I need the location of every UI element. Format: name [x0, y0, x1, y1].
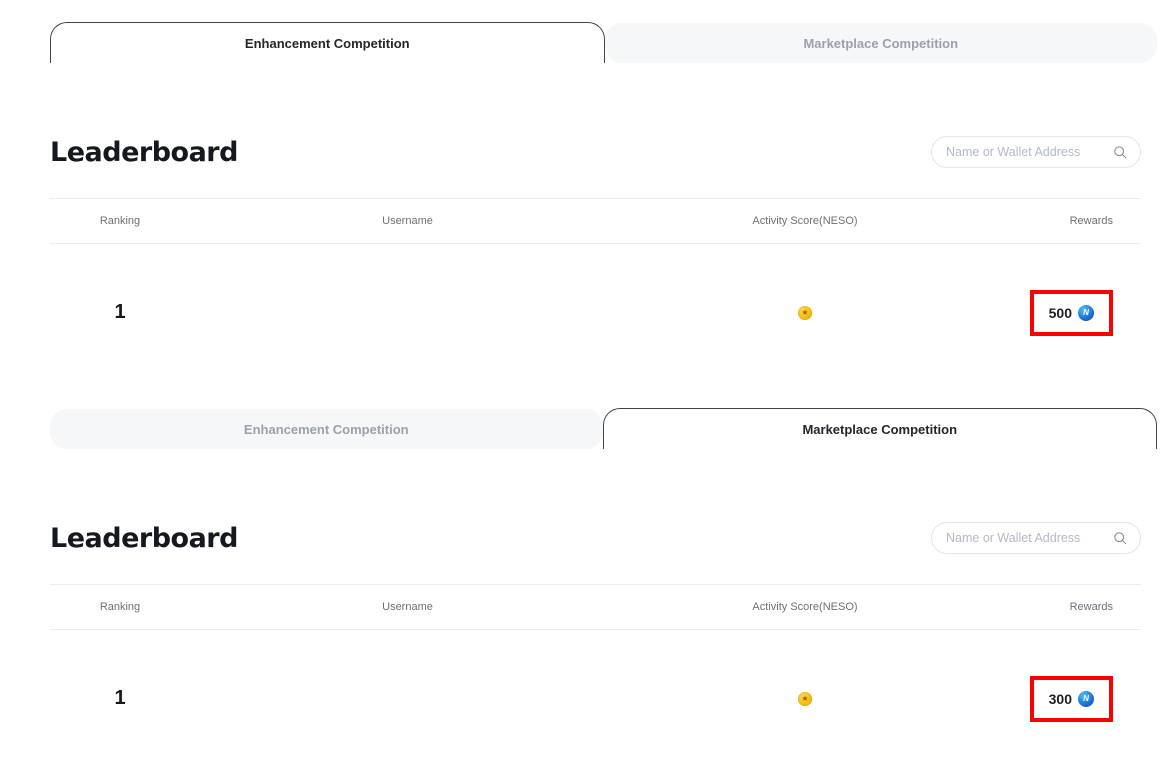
highlight-box: 500 N	[1029, 289, 1113, 336]
rewards-cell: 300 N	[985, 675, 1141, 722]
tab-enhancement-competition[interactable]: Enhancement Competition	[50, 409, 603, 449]
leaderboard-header: Leaderboard	[50, 135, 1141, 169]
activity-score-cell: ★	[625, 305, 985, 320]
coin-star-glyph: ★	[801, 693, 809, 703]
search-icon[interactable]	[1112, 144, 1128, 160]
leaderboard-header: Leaderboard	[50, 521, 1141, 555]
gold-coin-icon: ★	[798, 305, 812, 320]
rewards-cell: 500 N	[985, 289, 1141, 336]
table-row: 1 ★ 500 N	[50, 244, 1141, 381]
table-row: 1 ★ 300 N	[50, 630, 1141, 767]
rewards-value: 300	[1048, 690, 1072, 707]
search-input[interactable]	[946, 145, 1104, 159]
enhancement-competition-panel: Enhancement Competition Marketplace Comp…	[0, 0, 1171, 381]
tab-enhancement-competition[interactable]: Enhancement Competition	[50, 22, 605, 63]
ranking-value: 1	[114, 301, 126, 323]
column-header-activity-score: Activity Score(NESO)	[752, 601, 858, 613]
column-header-ranking: Ranking	[99, 601, 141, 613]
neso-letter: N	[1083, 307, 1089, 317]
tab-label: Marketplace Competition	[803, 35, 959, 51]
tab-bar: Enhancement Competition Marketplace Comp…	[50, 408, 1157, 449]
column-header-username: Username	[382, 601, 433, 613]
tab-label: Marketplace Competition	[802, 421, 958, 437]
gold-coin-icon: ★	[798, 691, 812, 706]
neso-letter: N	[1083, 693, 1089, 703]
leaderboard-table: Ranking Username Activity Score(NESO) Re…	[50, 198, 1141, 381]
column-header-username: Username	[382, 215, 433, 227]
table-header-row: Ranking Username Activity Score(NESO) Re…	[50, 584, 1141, 630]
tab-label: Enhancement Competition	[244, 35, 410, 51]
search-box[interactable]	[931, 136, 1141, 168]
tab-bar: Enhancement Competition Marketplace Comp…	[50, 22, 1157, 63]
search-icon[interactable]	[1112, 530, 1128, 546]
marketplace-competition-panel: Enhancement Competition Marketplace Comp…	[0, 386, 1171, 767]
neso-token-icon: N	[1078, 304, 1094, 321]
tab-marketplace-competition[interactable]: Marketplace Competition	[602, 408, 1157, 449]
activity-score-cell: ★	[625, 691, 985, 706]
page-title: Leaderboard	[50, 136, 238, 168]
highlight-box: 300 N	[1029, 675, 1113, 722]
leaderboard-table: Ranking Username Activity Score(NESO) Re…	[50, 584, 1141, 767]
page-title: Leaderboard	[50, 522, 238, 554]
search-box[interactable]	[931, 522, 1141, 554]
ranking-value: 1	[114, 687, 126, 709]
column-header-rewards: Rewards	[1069, 215, 1113, 227]
column-header-activity-score: Activity Score(NESO)	[752, 215, 858, 227]
table-header-row: Ranking Username Activity Score(NESO) Re…	[50, 198, 1141, 244]
neso-token-icon: N	[1078, 690, 1094, 707]
column-header-ranking: Ranking	[99, 215, 141, 227]
tab-marketplace-competition[interactable]: Marketplace Competition	[604, 23, 1157, 63]
rewards-value: 500	[1048, 304, 1072, 321]
search-input[interactable]	[946, 531, 1104, 545]
coin-star-glyph: ★	[801, 307, 809, 317]
tab-label: Enhancement Competition	[243, 421, 409, 437]
column-header-rewards: Rewards	[1069, 601, 1113, 613]
